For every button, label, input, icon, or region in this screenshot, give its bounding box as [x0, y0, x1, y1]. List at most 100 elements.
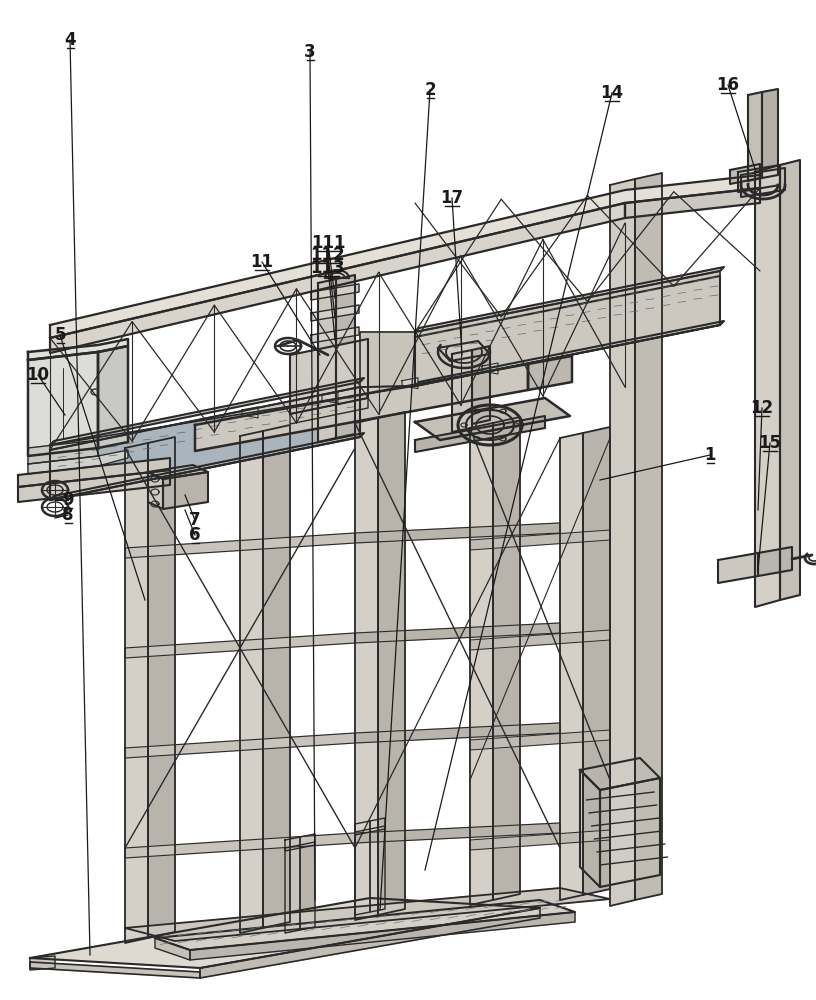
- Polygon shape: [580, 758, 660, 790]
- Text: 2: 2: [424, 81, 436, 99]
- Polygon shape: [415, 271, 720, 386]
- Polygon shape: [242, 407, 258, 418]
- Polygon shape: [30, 898, 540, 968]
- Polygon shape: [125, 443, 148, 943]
- Polygon shape: [18, 458, 170, 487]
- Polygon shape: [148, 465, 208, 479]
- Polygon shape: [311, 305, 359, 321]
- Polygon shape: [482, 363, 498, 374]
- Polygon shape: [195, 364, 528, 451]
- Text: 112: 112: [311, 246, 345, 264]
- Polygon shape: [300, 834, 315, 848]
- Polygon shape: [18, 470, 170, 502]
- Polygon shape: [240, 431, 263, 933]
- Polygon shape: [355, 723, 560, 743]
- Polygon shape: [470, 630, 610, 650]
- Polygon shape: [370, 826, 385, 912]
- Text: 5: 5: [54, 326, 66, 344]
- Text: 15: 15: [759, 434, 782, 452]
- Polygon shape: [355, 821, 370, 835]
- Polygon shape: [438, 341, 490, 361]
- Polygon shape: [378, 412, 405, 915]
- Polygon shape: [30, 962, 200, 978]
- Text: 6: 6: [189, 526, 201, 544]
- Polygon shape: [560, 433, 583, 900]
- Polygon shape: [718, 553, 758, 583]
- Polygon shape: [285, 845, 300, 933]
- Polygon shape: [355, 823, 560, 843]
- Polygon shape: [285, 837, 300, 851]
- Polygon shape: [125, 833, 355, 858]
- Text: 111: 111: [311, 234, 345, 252]
- Polygon shape: [50, 386, 415, 450]
- Polygon shape: [741, 168, 785, 197]
- Polygon shape: [148, 472, 163, 509]
- Text: 7: 7: [189, 511, 201, 529]
- Polygon shape: [50, 387, 360, 500]
- Text: 8: 8: [62, 506, 73, 524]
- Polygon shape: [355, 523, 560, 543]
- Text: 10: 10: [26, 366, 50, 384]
- Polygon shape: [28, 440, 98, 464]
- Text: 12: 12: [751, 399, 774, 417]
- Polygon shape: [610, 179, 635, 906]
- Polygon shape: [493, 417, 520, 900]
- Polygon shape: [155, 900, 575, 950]
- Polygon shape: [263, 425, 290, 928]
- Polygon shape: [28, 352, 98, 456]
- Polygon shape: [190, 912, 575, 960]
- Polygon shape: [290, 398, 368, 424]
- Polygon shape: [748, 92, 762, 181]
- Polygon shape: [125, 533, 355, 558]
- Polygon shape: [415, 398, 570, 440]
- Polygon shape: [125, 733, 355, 758]
- Text: 4: 4: [64, 31, 76, 49]
- Polygon shape: [600, 778, 660, 887]
- Polygon shape: [98, 346, 128, 448]
- Polygon shape: [200, 908, 540, 978]
- Polygon shape: [311, 284, 359, 300]
- Polygon shape: [583, 427, 610, 895]
- Polygon shape: [155, 938, 190, 960]
- Polygon shape: [472, 346, 490, 424]
- Polygon shape: [730, 164, 760, 184]
- Polygon shape: [360, 332, 415, 387]
- Polygon shape: [415, 267, 724, 332]
- Polygon shape: [148, 437, 175, 938]
- Polygon shape: [290, 339, 368, 414]
- Polygon shape: [50, 175, 760, 338]
- Text: 16: 16: [716, 76, 739, 94]
- Polygon shape: [580, 770, 600, 887]
- Polygon shape: [780, 160, 800, 600]
- Text: 3: 3: [304, 43, 316, 61]
- Text: 14: 14: [601, 84, 623, 102]
- Polygon shape: [415, 276, 720, 386]
- Polygon shape: [163, 472, 208, 509]
- Polygon shape: [470, 830, 610, 850]
- Polygon shape: [415, 416, 545, 452]
- Polygon shape: [625, 188, 760, 218]
- Polygon shape: [28, 450, 128, 474]
- Polygon shape: [300, 842, 315, 930]
- Polygon shape: [336, 275, 355, 438]
- Polygon shape: [470, 530, 610, 550]
- Polygon shape: [402, 378, 418, 389]
- Polygon shape: [355, 623, 560, 643]
- Polygon shape: [635, 173, 662, 900]
- Polygon shape: [355, 418, 378, 920]
- Polygon shape: [30, 956, 55, 970]
- Polygon shape: [755, 165, 780, 607]
- Polygon shape: [415, 321, 724, 386]
- Polygon shape: [50, 378, 364, 445]
- Polygon shape: [125, 633, 355, 658]
- Polygon shape: [470, 730, 610, 750]
- Polygon shape: [355, 829, 370, 915]
- Polygon shape: [762, 89, 778, 178]
- Text: 1: 1: [704, 446, 716, 464]
- Polygon shape: [738, 165, 780, 192]
- Polygon shape: [758, 547, 792, 576]
- Text: 113: 113: [311, 259, 345, 277]
- Polygon shape: [50, 203, 625, 353]
- Text: 11: 11: [251, 253, 273, 271]
- Polygon shape: [125, 888, 610, 941]
